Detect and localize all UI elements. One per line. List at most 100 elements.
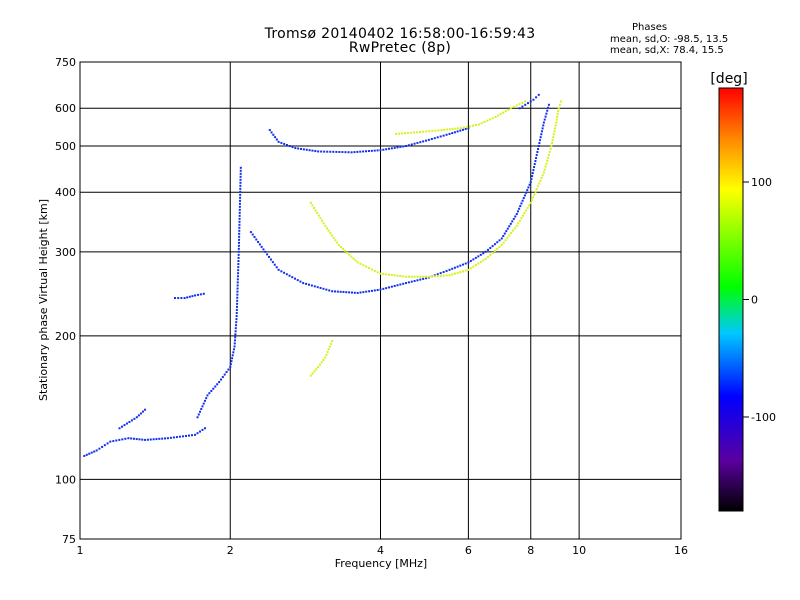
- echo-point: [253, 236, 256, 239]
- echo-point: [144, 438, 147, 441]
- echo-point: [98, 447, 101, 450]
- echo-point: [329, 150, 332, 153]
- echo-point: [477, 262, 480, 265]
- echo-point: [422, 130, 425, 133]
- echo-point: [466, 125, 469, 128]
- echo-point: [532, 98, 535, 101]
- echo-point: [297, 147, 300, 150]
- echo-point: [540, 133, 543, 136]
- echo-point: [106, 442, 109, 445]
- echo-point: [236, 278, 239, 281]
- echo-point: [382, 287, 385, 290]
- echo-point: [283, 142, 286, 145]
- echo-point: [229, 366, 232, 369]
- echo-point: [231, 354, 234, 357]
- echo-point: [526, 206, 529, 209]
- echo-point: [535, 188, 538, 191]
- echo-point: [235, 318, 238, 321]
- echo-point: [191, 434, 194, 437]
- echo-point: [173, 297, 176, 300]
- echo-point: [496, 241, 499, 244]
- echo-point: [529, 201, 532, 204]
- echo-point: [521, 214, 524, 217]
- echo-point: [539, 179, 542, 182]
- echo-point: [385, 273, 388, 276]
- echo-point: [393, 284, 396, 287]
- echo-point: [390, 274, 393, 277]
- echo-point: [239, 193, 242, 196]
- echo-point: [264, 250, 267, 253]
- echo-point: [232, 348, 235, 351]
- echo-point: [233, 342, 236, 345]
- echo-point: [325, 353, 328, 356]
- echo-point: [348, 291, 351, 294]
- echo-point: [442, 134, 445, 137]
- y-tick-label: 200: [55, 330, 76, 343]
- colorbar-tick-label: 0: [751, 294, 758, 307]
- echo-point: [270, 131, 273, 134]
- echo-point: [425, 277, 428, 280]
- x-tick-label: 1: [77, 544, 84, 557]
- echo-point: [430, 275, 433, 278]
- echo-point: [187, 434, 190, 437]
- echo-point: [333, 290, 336, 293]
- echo-point: [234, 333, 237, 336]
- plot-frame: [79, 61, 682, 540]
- echo-point: [353, 151, 356, 154]
- echo-point: [236, 281, 239, 284]
- echo-point: [454, 127, 457, 130]
- echo-point: [508, 225, 511, 228]
- stats-x-mode: mean, sd,X: 78.4, 15.5: [610, 45, 724, 56]
- echo-point: [266, 253, 269, 256]
- echo-point: [396, 274, 399, 277]
- echo-point: [302, 282, 305, 285]
- echo-point: [329, 342, 332, 345]
- echo-point: [200, 408, 203, 411]
- echo-point: [385, 148, 388, 151]
- echo-point: [234, 327, 237, 330]
- echo-point: [499, 113, 502, 116]
- echo-point: [456, 271, 459, 274]
- echo-point: [191, 295, 194, 298]
- echo-point: [541, 127, 544, 130]
- echo-point: [395, 132, 398, 135]
- echo-point: [344, 249, 347, 252]
- echo-point: [537, 144, 540, 147]
- echo-point: [201, 405, 204, 408]
- echo-point: [344, 151, 347, 154]
- echo-point: [238, 223, 241, 226]
- echo-point: [535, 154, 538, 157]
- echo-point: [448, 274, 451, 277]
- grid-lines: [80, 62, 681, 539]
- echo-point: [534, 160, 537, 163]
- echo-point: [385, 287, 388, 290]
- echo-point: [540, 130, 543, 133]
- echo-point: [152, 438, 155, 441]
- echo-point: [460, 127, 463, 130]
- echo-point: [542, 124, 545, 127]
- echo-point: [237, 253, 240, 256]
- echo-point: [350, 291, 353, 294]
- echo-point: [540, 176, 543, 179]
- echo-point: [504, 110, 507, 113]
- echo-point: [503, 232, 506, 235]
- echo-point: [237, 269, 240, 272]
- echo-point: [530, 199, 533, 202]
- echo-point: [453, 131, 456, 134]
- echo-point: [518, 103, 521, 106]
- echo-point: [317, 366, 320, 369]
- echo-point: [448, 132, 451, 135]
- y-tick-label: 600: [55, 102, 76, 115]
- echo-point: [549, 147, 552, 150]
- echo-point: [257, 240, 260, 243]
- echo-point: [557, 110, 560, 113]
- echo-point: [502, 235, 505, 238]
- echo-point: [536, 185, 539, 188]
- echo-point: [288, 145, 291, 148]
- echo-point: [135, 438, 138, 441]
- echo-point: [237, 244, 240, 247]
- echo-point: [235, 305, 238, 308]
- echo-point: [462, 263, 465, 266]
- echo-point: [538, 182, 541, 185]
- echo-point: [544, 115, 547, 118]
